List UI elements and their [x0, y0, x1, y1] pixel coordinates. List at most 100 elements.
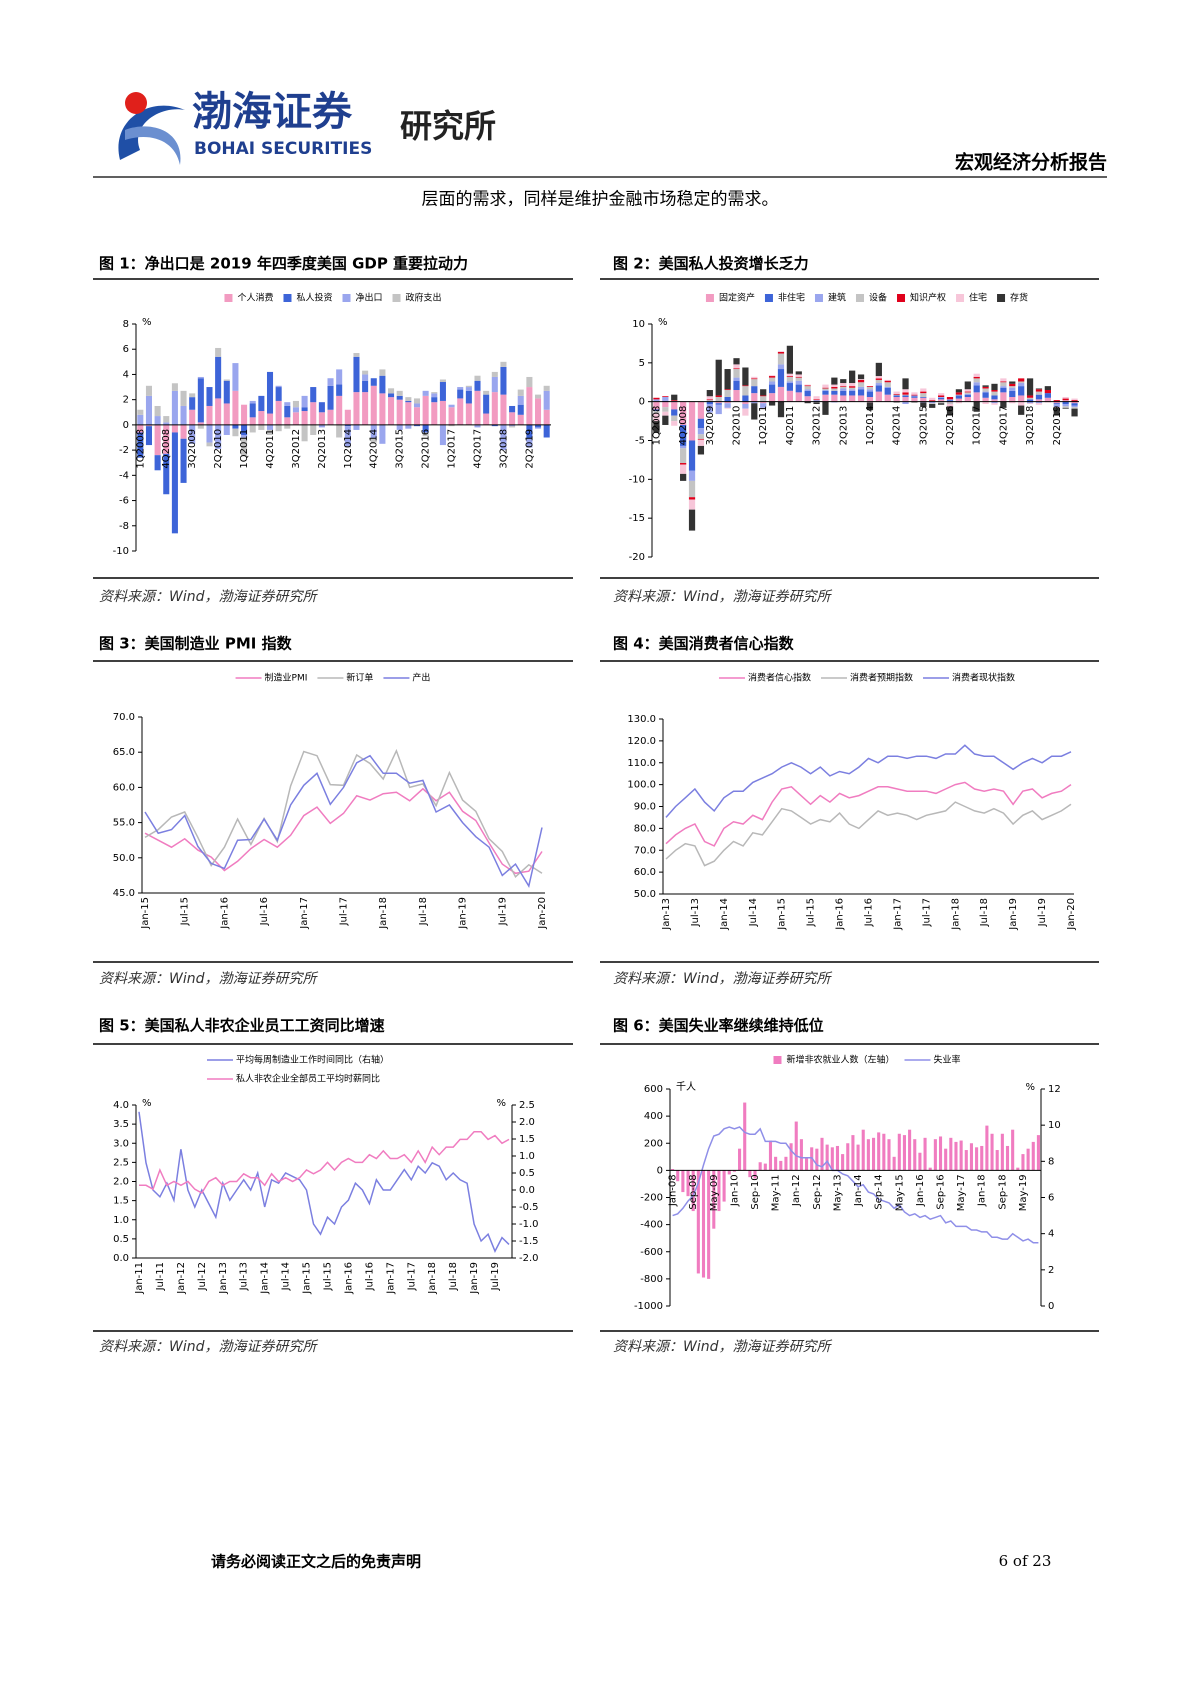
bar: [902, 394, 909, 396]
bar: [275, 387, 282, 401]
bar: [1035, 399, 1043, 402]
bar: [820, 1137, 824, 1171]
bar: [301, 407, 308, 412]
bar: [197, 378, 204, 423]
bar: [920, 402, 927, 408]
bar: [215, 356, 222, 399]
x-tick-label: May-13: [832, 1174, 843, 1211]
legend-item: 政府支出: [392, 292, 442, 304]
bar: [840, 383, 847, 387]
y2-tick-label: 12: [1048, 1084, 1061, 1095]
bar: [1062, 403, 1069, 407]
bar: [145, 426, 152, 446]
bar: [258, 424, 265, 430]
bar: [946, 399, 954, 401]
bar: [973, 385, 980, 393]
bar: [733, 358, 740, 365]
x-tick-label: 1Q2008: [135, 429, 146, 469]
bar: [840, 386, 847, 389]
bar: [509, 412, 516, 425]
bar: [697, 401, 705, 419]
y-tick-label: 50.0: [113, 853, 135, 864]
bar: [405, 402, 412, 425]
bar: [301, 395, 308, 408]
bar: [223, 403, 230, 425]
bar: [688, 480, 696, 498]
x-tick-label: Sep-16: [936, 1174, 947, 1209]
bar: [353, 353, 360, 357]
bar: [1026, 399, 1034, 402]
bar: [543, 390, 550, 410]
bar: [223, 380, 230, 404]
bar: [946, 397, 954, 400]
legend-item: 消费者信心指数: [718, 672, 811, 684]
bar: [849, 370, 856, 384]
legend-item: 固定资产: [705, 292, 755, 304]
bar: [439, 424, 446, 446]
bar: [688, 440, 696, 471]
bar: [1018, 378, 1025, 382]
bar: [1053, 407, 1060, 408]
y2-tick-label: 2.0: [519, 1117, 535, 1128]
bar: [232, 428, 239, 437]
legend-swatch: [283, 294, 292, 302]
bar: [946, 403, 954, 407]
bar: [946, 400, 954, 402]
bar: [861, 1129, 865, 1171]
x-tick-label: Jan-08: [668, 1174, 679, 1207]
bar: [189, 409, 196, 425]
x-tick-label: May-15: [894, 1174, 905, 1211]
y2-tick-label: -1.0: [519, 1219, 539, 1230]
y-tick-label: 120.0: [627, 736, 656, 747]
bar: [724, 389, 731, 391]
bar: [509, 424, 516, 427]
bar: [751, 403, 758, 420]
bar: [137, 414, 144, 425]
bar: [500, 424, 507, 451]
bar: [980, 1145, 984, 1171]
bar: [760, 401, 767, 404]
bar: [171, 432, 178, 534]
bar: [292, 407, 299, 413]
y2-axis-unit: %: [496, 1098, 506, 1109]
bar: [448, 424, 455, 427]
bar: [840, 390, 847, 396]
bar: [1018, 383, 1025, 387]
bar: [768, 375, 776, 377]
bar: [535, 398, 542, 425]
bar: [154, 455, 161, 471]
bar: [786, 373, 793, 377]
bar: [379, 393, 386, 425]
y-axis-unit: %: [658, 317, 668, 328]
bar: [662, 397, 669, 401]
bar: [1071, 407, 1078, 409]
bar: [1018, 405, 1025, 415]
bar: [422, 424, 429, 433]
bar: [768, 1140, 773, 1171]
bar: [215, 424, 222, 449]
bar: [884, 394, 891, 402]
bar: [902, 392, 909, 395]
y-tick-label: -600: [640, 1247, 663, 1258]
bar: [1062, 398, 1069, 401]
bar: [777, 353, 785, 365]
legend-label: 住宅: [969, 292, 987, 304]
x-tick-label: Sep-14: [874, 1174, 885, 1209]
bar: [405, 424, 412, 429]
y-tick-label: -10: [113, 546, 129, 557]
bar: [223, 379, 230, 381]
bar: [982, 386, 989, 389]
y-tick-label: 50.0: [634, 889, 656, 900]
x-tick-label: 2Q2010: [732, 406, 743, 446]
bar: [849, 386, 856, 388]
bar: [875, 378, 882, 380]
bar: [439, 382, 446, 401]
bar: [413, 424, 421, 427]
bar: [831, 388, 838, 391]
bar: [189, 393, 196, 398]
x-tick-label: 1Q2017: [447, 429, 458, 469]
bar: [1053, 403, 1060, 408]
x-tick-label: Jul-19: [497, 897, 508, 926]
y-tick-label: 0.0: [113, 1253, 129, 1264]
